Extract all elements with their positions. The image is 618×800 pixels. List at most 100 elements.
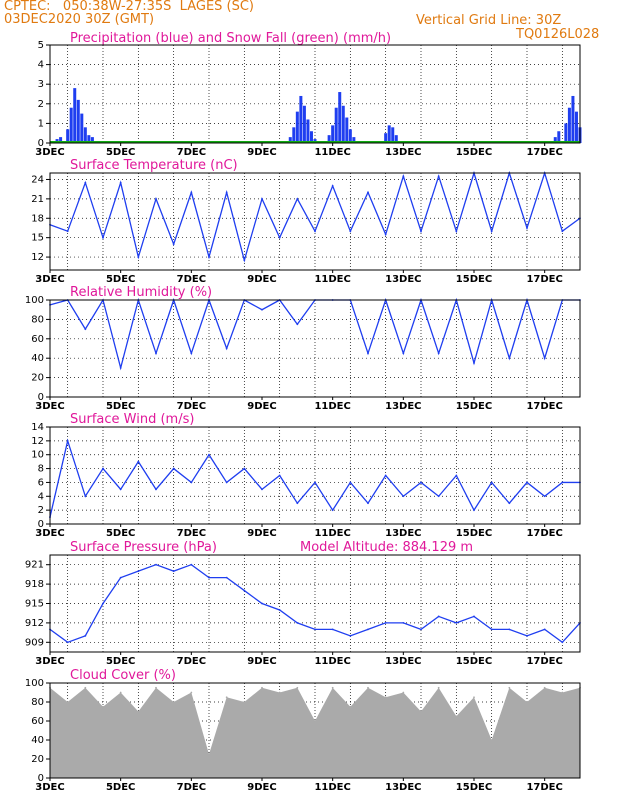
- y-tick-label: 0: [38, 392, 44, 403]
- data-point: [261, 602, 263, 605]
- y-tick-label: 0: [38, 519, 44, 530]
- precip-bar: [302, 105, 306, 143]
- data-point: [367, 502, 369, 505]
- data-point: [331, 185, 334, 187]
- data-point: [543, 686, 546, 689]
- y-tick-label: 18: [31, 213, 44, 224]
- y-tick-label: 20: [31, 754, 44, 765]
- precip-bar: [574, 111, 578, 143]
- data-point: [296, 686, 299, 689]
- header-grid-note: Vertical Grid Line: 30Z: [416, 13, 562, 28]
- panel-1: Precipitation (blue) and Snow Fall (gree…: [35, 31, 582, 158]
- data-point: [437, 495, 440, 498]
- data-point: [437, 175, 440, 178]
- x-tick-label: 3DEC: [35, 147, 64, 158]
- data-point: [155, 352, 157, 355]
- precip-bar: [564, 123, 568, 143]
- x-tick-label: 17DEC: [526, 782, 562, 793]
- y-tick-label: 24: [31, 174, 44, 185]
- data-point: [349, 230, 352, 233]
- series-line: [49, 170, 581, 263]
- data-point: [102, 602, 104, 605]
- data-point: [314, 230, 316, 233]
- panel-annotation: Model Altitude: 884.129 m: [300, 540, 473, 555]
- x-tick-label: 3DEC: [35, 528, 64, 539]
- panel-frame: [49, 172, 581, 271]
- data-point: [208, 256, 210, 258]
- data-point: [84, 181, 87, 184]
- data-point: [384, 696, 387, 699]
- header-station: CPTEC: 050:38W-27:35S LAGES (SC): [4, 0, 255, 14]
- x-tick-label: 15DEC: [456, 147, 492, 158]
- y-tick-label: 14: [31, 422, 44, 433]
- x-tick-label: 9DEC: [247, 656, 276, 667]
- x-tick-label: 13DEC: [385, 782, 421, 793]
- y-tick-label: 4: [38, 491, 44, 502]
- panel-5: Surface Pressure (hPa) Model Altitude: 88…: [25, 540, 581, 667]
- data-point: [102, 467, 104, 470]
- data-point: [296, 197, 299, 200]
- data-point: [261, 686, 263, 689]
- data-point: [473, 509, 475, 512]
- data-point: [402, 495, 405, 498]
- x-tick-label: 7DEC: [177, 656, 206, 667]
- precip-bar: [327, 135, 331, 143]
- panel-frame: [49, 554, 581, 653]
- data-point: [190, 352, 193, 355]
- precip-bar: [571, 95, 575, 143]
- y-tick-label: 4: [38, 60, 44, 71]
- data-point: [261, 488, 263, 491]
- data-point: [225, 347, 228, 350]
- data-point: [296, 502, 299, 505]
- y-tick-label: 100: [25, 295, 44, 306]
- data-point: [172, 243, 175, 246]
- y-tick-label: 40: [31, 353, 44, 364]
- header-date: 03DEC2020 30Z (GMT): [4, 12, 155, 27]
- panel-4: Surface Wind (m/s) 0 2 4 6 8 10 12 14 3DEC 5DEC 7DE…: [31, 412, 581, 539]
- data-point: [102, 236, 104, 239]
- data-point: [243, 259, 246, 262]
- y-tick-label: 20: [31, 373, 44, 384]
- data-point: [473, 362, 475, 364]
- data-point: [314, 720, 316, 722]
- panel-frame: [49, 299, 581, 398]
- data-point: [331, 509, 334, 512]
- data-point: [490, 628, 493, 631]
- y-tick-label: 12: [31, 436, 44, 447]
- data-point: [137, 570, 140, 573]
- data-point: [437, 352, 440, 355]
- y-tick-label: 21: [31, 194, 44, 205]
- y-tick-label: 80: [31, 314, 44, 325]
- x-tick-label: 5DEC: [106, 401, 135, 412]
- data-point: [278, 236, 281, 239]
- x-tick-label: 13DEC: [385, 528, 421, 539]
- x-tick-label: 7DEC: [177, 401, 206, 412]
- y-tick-label: 2: [38, 99, 44, 110]
- data-point: [243, 589, 246, 592]
- data-point: [437, 686, 440, 689]
- data-point: [384, 622, 387, 624]
- data-point: [84, 634, 87, 637]
- y-tick-label: 100: [25, 678, 44, 689]
- data-point: [243, 701, 246, 703]
- x-tick-label: 7DEC: [177, 274, 206, 285]
- data-point: [66, 439, 69, 442]
- data-point: [331, 628, 334, 631]
- data-point: [66, 641, 69, 644]
- x-tick-label: 17DEC: [526, 528, 562, 539]
- x-tick-label: 9DEC: [247, 274, 276, 285]
- precip-bar: [66, 129, 70, 143]
- data-point: [172, 701, 175, 703]
- x-tick-label: 13DEC: [385, 274, 421, 285]
- data-point: [561, 691, 564, 694]
- data-point: [490, 739, 493, 741]
- data-point: [243, 467, 246, 470]
- data-point: [190, 691, 193, 694]
- x-tick-label: 9DEC: [247, 782, 276, 793]
- data-point: [384, 233, 387, 236]
- data-point: [261, 197, 263, 200]
- y-tick-label: 0: [38, 138, 44, 149]
- x-tick-label: 11DEC: [314, 656, 350, 667]
- data-point: [455, 715, 458, 718]
- data-point: [119, 181, 122, 184]
